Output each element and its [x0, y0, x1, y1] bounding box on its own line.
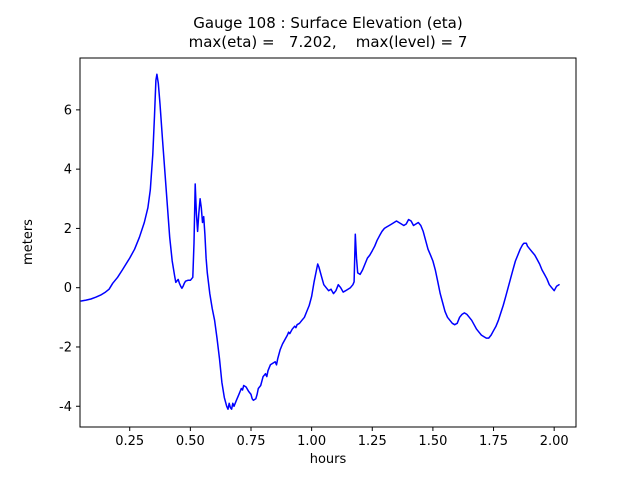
x-tick-label: 2.00: [540, 434, 569, 449]
y-tick-label: 4: [64, 163, 72, 178]
plot-area: 0.25 0.50 0.75 1.00 1.25 1.50 1.75 2.00 -4 -2 0 2 4 6: [59, 57, 577, 449]
y-tick-label: -2: [59, 340, 72, 355]
y-tick-label: 0: [64, 281, 72, 296]
x-tick-label: 0.75: [237, 434, 266, 449]
y-tick-label: -4: [59, 400, 72, 415]
x-tick-label: 1.75: [479, 434, 508, 449]
eta-series-line: [80, 73, 560, 410]
x-axis-label: hours: [310, 452, 347, 467]
y-axis-label: meters: [21, 219, 36, 265]
y-tick-label: 6: [64, 103, 72, 118]
axes-frame: [79, 57, 577, 428]
x-tick-label: 0.25: [115, 434, 144, 449]
chart-subtitle: max(eta) = 7.202, max(level) = 7: [189, 33, 468, 51]
chart-title: Gauge 108 : Surface Elevation (eta): [193, 14, 462, 32]
x-tick-label: 1.00: [297, 434, 326, 449]
x-tick-label: 1.25: [358, 434, 387, 449]
x-tick-label: 0.50: [176, 434, 205, 449]
y-tick-label: 2: [64, 222, 72, 237]
x-tick-label: 1.50: [418, 434, 447, 449]
